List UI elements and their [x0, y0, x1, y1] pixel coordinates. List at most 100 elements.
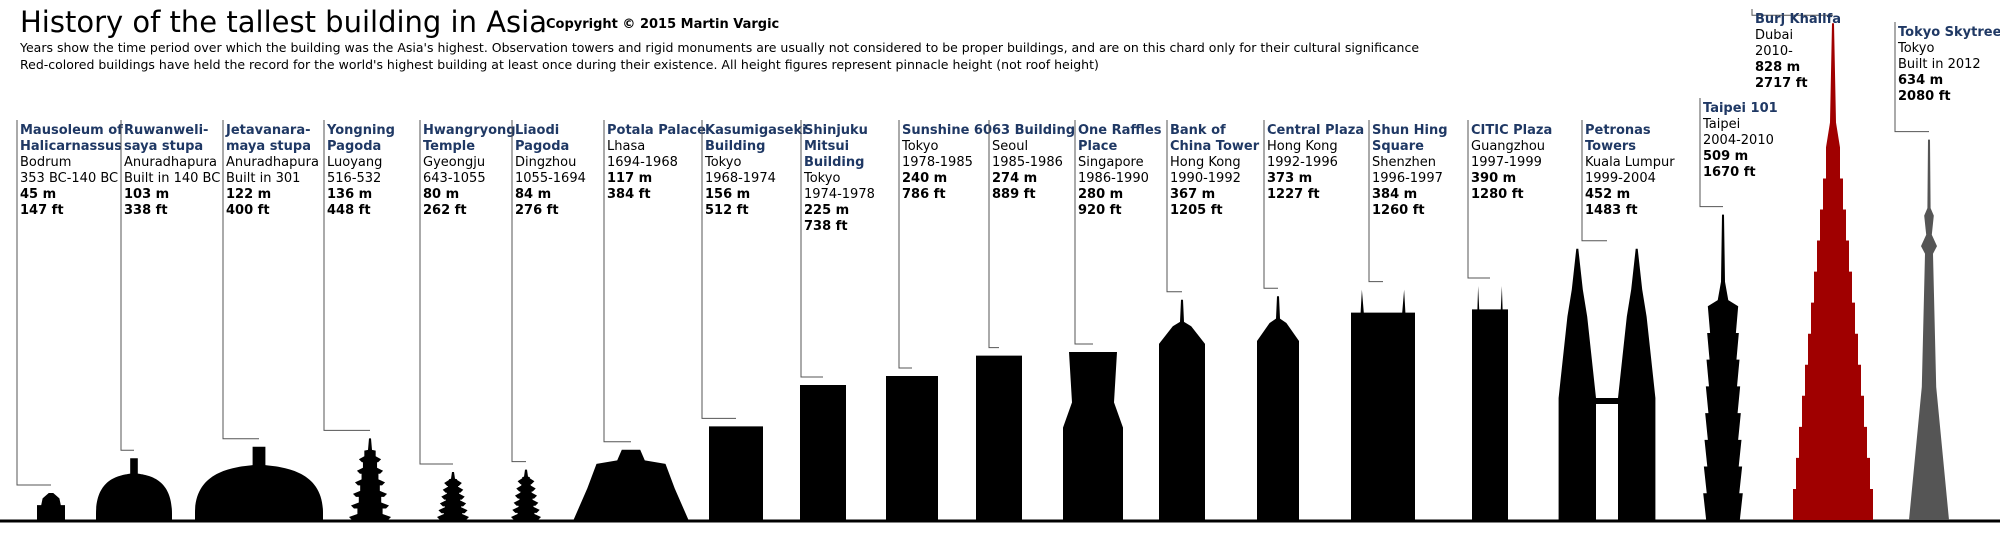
height-feet: 262 ft: [423, 203, 467, 218]
building-name: Shun Hing: [1372, 123, 1448, 138]
leader-line: [603, 120, 631, 443]
building-name: Building: [705, 139, 765, 154]
building-period: Built in 2012: [1898, 57, 1981, 72]
building-place: Taipei: [1702, 117, 1740, 132]
building-place: Hong Kong: [1170, 155, 1241, 170]
building-name: Halicarnassus: [20, 139, 122, 154]
building-name: Sunshine 60: [902, 123, 992, 138]
building: [437, 472, 469, 520]
building-place: Tokyo: [704, 155, 741, 170]
building-period: 1694-1968: [607, 155, 678, 170]
height-meters: 367 m: [1170, 187, 1215, 202]
building-name: Hwangryong: [423, 123, 516, 138]
leader-line: [16, 120, 51, 486]
building-name: Building: [804, 155, 864, 170]
height-feet: 1260 ft: [1372, 203, 1425, 218]
building-name: Potala Palace: [607, 123, 706, 138]
building-name: Kasumigaseki: [705, 123, 807, 138]
building-name: Liaodi: [515, 123, 559, 138]
building-name: Ruwanweli-: [124, 123, 208, 138]
height-meters: 84 m: [515, 187, 551, 202]
height-feet: 1483 ft: [1585, 203, 1638, 218]
height-feet: 512 ft: [705, 203, 749, 218]
building-period: 1997-1999: [1471, 155, 1542, 170]
height-feet: 889 ft: [992, 187, 1036, 202]
height-feet: 276 ft: [515, 203, 559, 218]
height-feet: 786 ft: [902, 187, 946, 202]
building-name: Petronas: [1585, 123, 1651, 138]
building-place: Anuradhapura: [226, 155, 319, 170]
height-feet: 2717 ft: [1755, 76, 1808, 91]
building-period: 1978-1985: [902, 155, 973, 170]
building: [1793, 23, 1873, 520]
height-feet: 147 ft: [20, 203, 64, 218]
building-name: China Tower: [1170, 139, 1260, 154]
building-period: 1985-1986: [992, 155, 1063, 170]
building-period: Built in 301: [226, 171, 300, 186]
height-meters: 280 m: [1078, 187, 1123, 202]
height-meters: 122 m: [226, 187, 271, 202]
height-feet: 1205 ft: [1170, 203, 1223, 218]
building-place: Kuala Lumpur: [1585, 155, 1675, 170]
leader-line: [1074, 120, 1093, 345]
height-feet: 384 ft: [607, 187, 651, 202]
leader-line: [511, 120, 526, 463]
building: [709, 426, 763, 520]
building-name: Central Plaza: [1267, 123, 1364, 138]
height-meters: 103 m: [124, 187, 169, 202]
height-meters: 225 m: [804, 203, 849, 218]
building-name: Towers: [1585, 139, 1636, 154]
building-name: Place: [1078, 139, 1117, 154]
building-name: maya stupa: [226, 139, 311, 154]
leader-line: [1467, 120, 1490, 279]
building-period: 1974-1978: [804, 187, 875, 202]
leader-line: [419, 120, 453, 465]
building: [195, 446, 323, 520]
building-period: 1992-1996: [1267, 155, 1338, 170]
building-place: Gyeongju: [423, 155, 485, 170]
building-place: Tokyo: [803, 171, 840, 186]
building-name: 63 Building: [992, 123, 1075, 138]
leader-line: [1368, 120, 1383, 283]
building-place: Luoyang: [327, 155, 382, 170]
building-period: 1986-1990: [1078, 171, 1149, 186]
building-place: Tokyo: [901, 139, 938, 154]
title: History of the tallest building in Asia: [20, 5, 547, 39]
height-feet: 920 ft: [1078, 203, 1122, 218]
building-period: 2004-2010: [1703, 133, 1774, 148]
building: [96, 458, 172, 520]
note: Red-colored buildings have held the reco…: [20, 57, 1099, 72]
building: [37, 493, 65, 520]
building-name: Taipei 101: [1703, 101, 1778, 116]
height-meters: 156 m: [705, 187, 750, 202]
height-meters: 384 m: [1372, 187, 1417, 202]
height-meters: 390 m: [1471, 171, 1516, 186]
building: [1257, 296, 1299, 520]
building-name: Bank of: [1170, 123, 1226, 138]
height-meters: 452 m: [1585, 187, 1630, 202]
building-name: CITIC Plaza: [1471, 123, 1552, 138]
building-place: Lhasa: [607, 139, 645, 154]
building: [1159, 299, 1205, 520]
building-name: saya stupa: [124, 139, 203, 154]
building: [573, 449, 689, 520]
building-name: Mitsui: [804, 139, 849, 154]
building-name: Tokyo Skytree: [1898, 25, 2000, 40]
building-name: Yongning: [326, 123, 395, 138]
leader-line: [1699, 98, 1723, 208]
leader-line: [1581, 120, 1607, 242]
building-name: Pagoda: [515, 139, 569, 154]
height-meters: 240 m: [902, 171, 947, 186]
building-period: 643-1055: [423, 171, 486, 186]
height-meters: 117 m: [607, 171, 652, 186]
building-place: Shenzhen: [1372, 155, 1436, 170]
leader-line: [1751, 9, 1833, 16]
building-period: 353 BC-140 BC: [20, 171, 118, 186]
building-place: Guangzhou: [1471, 139, 1545, 154]
building-period: 2010-: [1755, 44, 1793, 59]
building-place: Seoul: [992, 139, 1028, 154]
building-place: Dubai: [1755, 28, 1793, 43]
leader-line: [800, 120, 823, 378]
building: [349, 438, 391, 520]
height-feet: 1227 ft: [1267, 187, 1320, 202]
